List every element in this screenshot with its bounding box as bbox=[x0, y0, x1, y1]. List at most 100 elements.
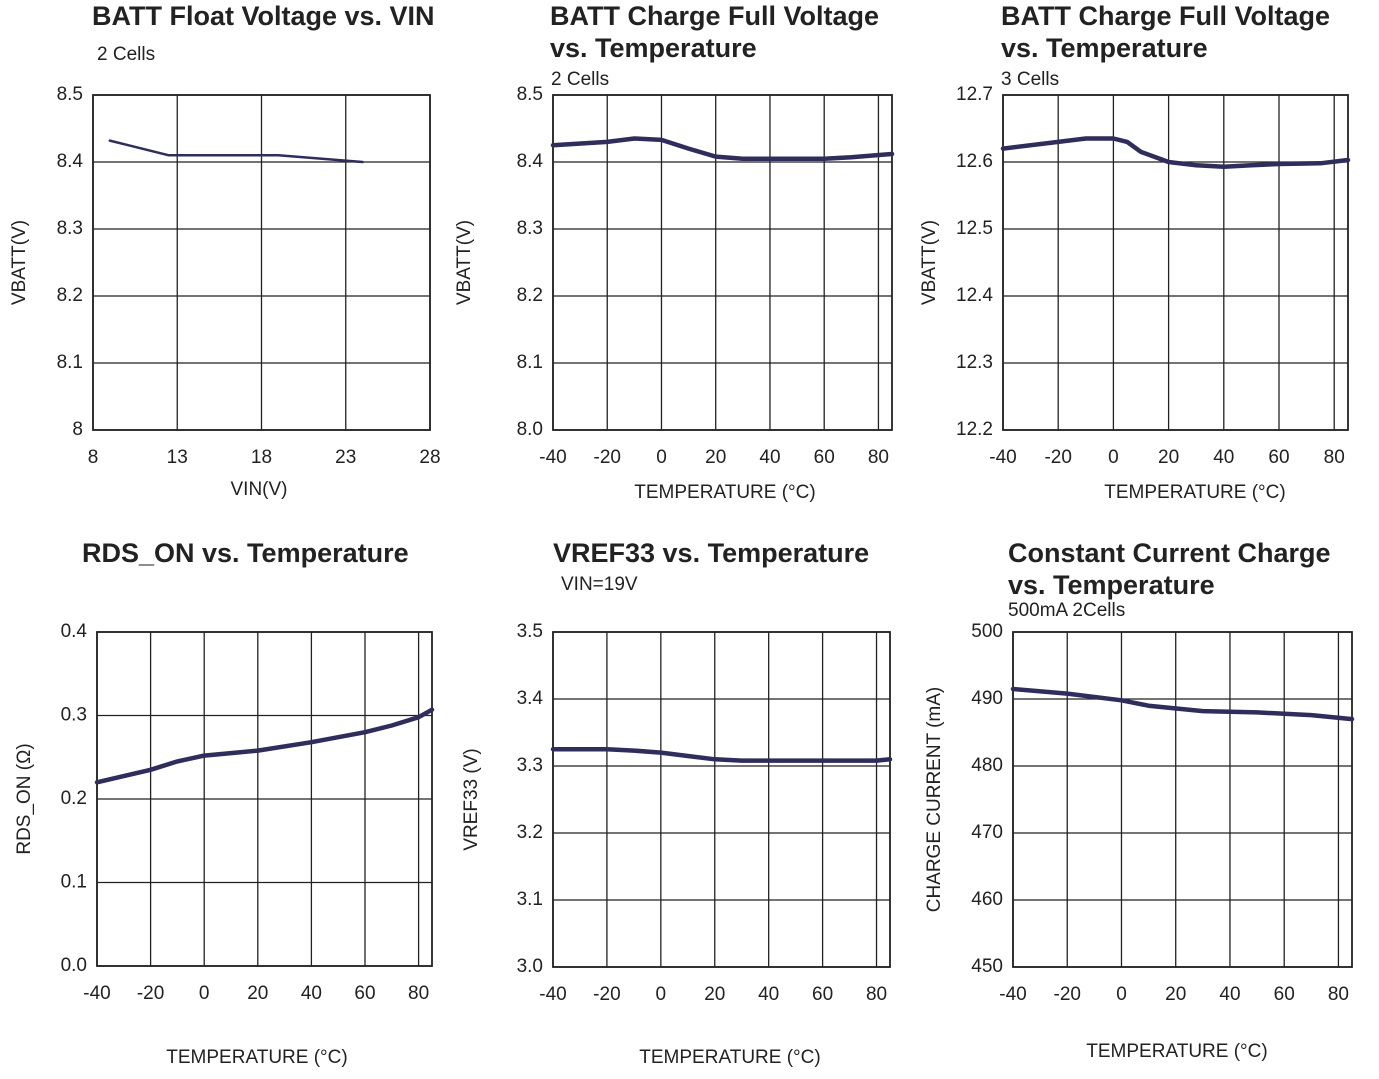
x-tick-label: 20 bbox=[1158, 447, 1179, 468]
y-tick-label: 8.3 bbox=[57, 218, 83, 239]
chart-subtitle: 500mA 2Cells bbox=[1008, 600, 1125, 621]
data-line bbox=[550, 136, 895, 161]
x-tick-label: 80 bbox=[1328, 984, 1349, 1005]
x-tick-label: 60 bbox=[354, 983, 375, 1004]
y-tick-label: 8.3 bbox=[517, 218, 543, 239]
y-tick-label: 0.4 bbox=[61, 621, 88, 642]
plot-frame bbox=[96, 631, 433, 967]
y-axis-label: RDS_ON (Ω) bbox=[14, 743, 35, 854]
y-tick-label: 12.2 bbox=[956, 419, 993, 440]
data-line bbox=[1010, 686, 1355, 722]
y-tick-label: 3.0 bbox=[517, 956, 543, 977]
plot-frame bbox=[1002, 94, 1349, 431]
x-tick-label: -40 bbox=[999, 984, 1026, 1005]
x-axis-label: TEMPERATURE (°C) bbox=[634, 482, 815, 503]
chart-title: Constant Current Charge bbox=[1008, 538, 1331, 568]
chart-title: BATT Charge Full Voltage bbox=[1001, 1, 1330, 31]
x-tick-label: 60 bbox=[814, 447, 835, 468]
chart-title: vs. Temperature bbox=[1008, 570, 1215, 600]
y-tick-label: 8.1 bbox=[517, 352, 543, 373]
plot-frame bbox=[552, 631, 891, 968]
y-tick-label: 460 bbox=[971, 889, 1003, 910]
x-tick-label: -40 bbox=[539, 447, 566, 468]
chart-subtitle: VIN=19V bbox=[561, 574, 638, 595]
chart-title: BATT Charge Full Voltage bbox=[550, 1, 879, 31]
x-axis-label: TEMPERATURE (°C) bbox=[1104, 482, 1285, 503]
x-tick-label: 80 bbox=[868, 447, 889, 468]
y-tick-label: 8.5 bbox=[57, 84, 83, 105]
x-tick-label: 23 bbox=[335, 447, 356, 468]
x-tick-label: 18 bbox=[251, 447, 272, 468]
y-axis-label: VBATT(V) bbox=[9, 220, 30, 305]
chart-subtitle: 3 Cells bbox=[1001, 69, 1059, 90]
y-tick-label: 3.1 bbox=[517, 889, 543, 910]
x-tick-label: -40 bbox=[83, 983, 110, 1004]
y-tick-label: 8.2 bbox=[57, 285, 83, 306]
y-axis-label: VBATT(V) bbox=[454, 220, 475, 305]
x-tick-label: 28 bbox=[419, 447, 440, 468]
x-tick-label: -20 bbox=[1054, 984, 1081, 1005]
y-tick-label: 480 bbox=[971, 755, 1003, 776]
chart-subtitle: 2 Cells bbox=[97, 44, 155, 65]
x-tick-label: 40 bbox=[759, 447, 780, 468]
x-tick-label: 60 bbox=[1274, 984, 1295, 1005]
x-tick-label: 40 bbox=[1219, 984, 1240, 1005]
y-tick-label: 3.5 bbox=[517, 621, 543, 642]
y-tick-label: 12.7 bbox=[956, 84, 993, 105]
x-tick-label: -40 bbox=[539, 984, 566, 1005]
x-axis-label: TEMPERATURE (°C) bbox=[1086, 1041, 1267, 1062]
y-tick-label: 8 bbox=[72, 419, 83, 440]
y-tick-label: 8.2 bbox=[517, 285, 543, 306]
x-tick-label: 40 bbox=[1213, 447, 1234, 468]
x-tick-label: -40 bbox=[989, 447, 1016, 468]
y-axis-label: CHARGE CURRENT (mA) bbox=[924, 687, 945, 913]
y-tick-label: 3.2 bbox=[517, 822, 543, 843]
x-axis-label: TEMPERATURE (°C) bbox=[166, 1047, 347, 1068]
plot-frame bbox=[552, 94, 893, 431]
x-tick-label: -20 bbox=[594, 447, 621, 468]
y-tick-label: 490 bbox=[971, 688, 1003, 709]
plot-frame bbox=[92, 94, 431, 431]
x-tick-label: 40 bbox=[301, 983, 322, 1004]
y-tick-label: 8.4 bbox=[517, 151, 544, 172]
y-tick-label: 0.2 bbox=[61, 788, 87, 809]
y-tick-label: 12.4 bbox=[956, 285, 993, 306]
x-tick-label: 0 bbox=[1116, 984, 1127, 1005]
y-tick-label: 12.5 bbox=[956, 218, 993, 239]
y-tick-label: 3.4 bbox=[517, 688, 544, 709]
x-tick-label: 80 bbox=[1324, 447, 1345, 468]
y-tick-label: 3.3 bbox=[517, 755, 543, 776]
x-tick-label: 0 bbox=[199, 983, 210, 1004]
chart-subtitle: 2 Cells bbox=[551, 69, 609, 90]
chart-title: vs. Temperature bbox=[1001, 33, 1208, 63]
x-tick-label: 0 bbox=[656, 984, 667, 1005]
data-line bbox=[550, 746, 893, 763]
x-tick-label: 80 bbox=[408, 983, 429, 1004]
x-tick-label: 20 bbox=[1165, 984, 1186, 1005]
y-tick-label: 0.1 bbox=[61, 872, 87, 893]
y-tick-label: 8.4 bbox=[57, 151, 84, 172]
data-line bbox=[1000, 136, 1351, 169]
chart-title: RDS_ON vs. Temperature bbox=[82, 538, 409, 568]
y-tick-label: 8.1 bbox=[57, 352, 83, 373]
y-axis-label: VREF33 (V) bbox=[461, 748, 482, 850]
data-line bbox=[94, 707, 435, 785]
chart-title: VREF33 vs. Temperature bbox=[553, 538, 869, 568]
y-axis-label: VBATT(V) bbox=[919, 220, 940, 305]
x-tick-label: 0 bbox=[1108, 447, 1119, 468]
x-tick-label: -20 bbox=[593, 984, 620, 1005]
x-tick-label: -20 bbox=[1044, 447, 1071, 468]
x-tick-label: 20 bbox=[247, 983, 268, 1004]
chart-title: BATT Float Voltage vs. VIN bbox=[92, 1, 435, 31]
x-tick-label: 20 bbox=[705, 447, 726, 468]
x-tick-label: 13 bbox=[167, 447, 188, 468]
y-tick-label: 12.3 bbox=[956, 352, 993, 373]
y-tick-label: 0.3 bbox=[61, 705, 87, 726]
x-tick-label: 20 bbox=[704, 984, 725, 1005]
y-tick-label: 500 bbox=[971, 621, 1003, 642]
data-line bbox=[108, 139, 364, 164]
y-tick-label: 12.6 bbox=[956, 151, 993, 172]
x-tick-label: 8 bbox=[88, 447, 99, 468]
y-tick-label: 0.0 bbox=[61, 955, 87, 976]
x-tick-label: 0 bbox=[656, 447, 667, 468]
